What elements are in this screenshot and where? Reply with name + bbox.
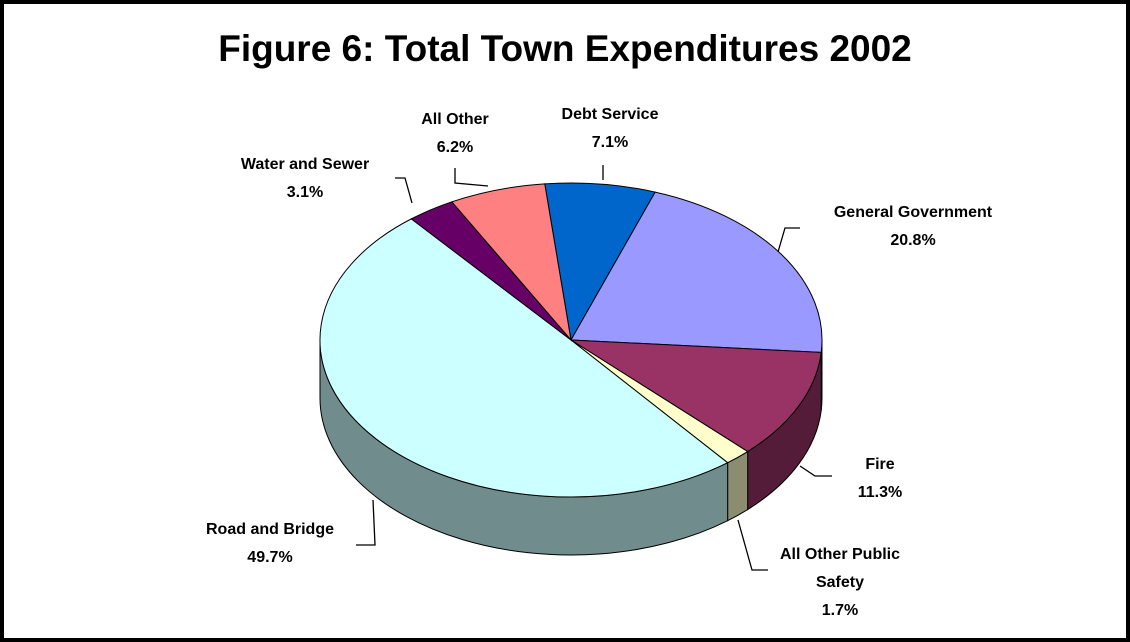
leader-line [454,168,489,187]
category-label: Debt Service [561,106,659,123]
data-label: All Other Public Safety 1.7% [765,541,915,625]
category-label: Water and Sewer [240,156,370,173]
leader-lines [356,165,832,571]
slice [450,183,572,342]
category-label: Road and Bridge [205,521,335,538]
category-label: Fire [865,456,895,473]
value-label: 3.1% [286,184,324,201]
leader-line [799,465,832,477]
leader-line [777,227,800,253]
value-label: 6.2% [436,139,474,156]
leader-line [356,499,376,546]
data-label: General Government 20.8% [834,199,992,255]
value-label: 7.1% [591,134,629,151]
value-label: 1.7% [821,602,859,619]
data-label: Road and Bridge 49.7% [206,516,334,572]
value-label: 49.7% [247,549,293,566]
value-label: 20.8% [890,232,936,249]
value-label: 11.3% [857,484,903,501]
slice [570,191,823,353]
category-label: General Government [833,204,993,221]
data-label: Water and Sewer 3.1% [241,151,369,207]
category-label: All Other Public Safety [779,546,900,591]
slice [569,339,822,453]
slice [544,182,656,342]
slice [319,218,729,498]
data-label: All Other 6.2% [421,106,489,162]
leader-line [737,519,768,571]
category-label: All Other [421,111,489,128]
chart-title: Figure 6: Total Town Expenditures 2002 [218,28,912,69]
slice-side [727,450,749,522]
data-label: Debt Service 7.1% [562,101,659,157]
data-label: Fire 11.3% [858,451,902,507]
leader-line [395,177,413,204]
